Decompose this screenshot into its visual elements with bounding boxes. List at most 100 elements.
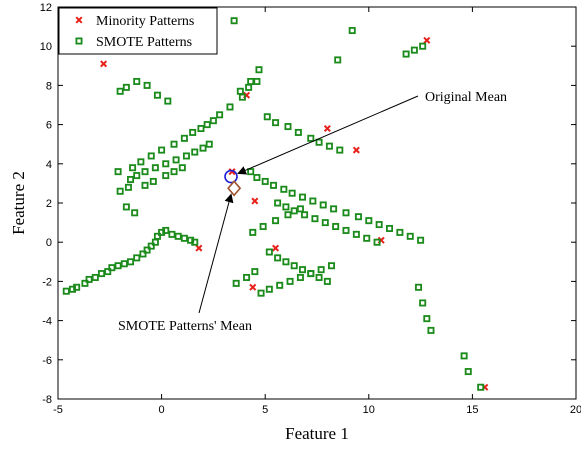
smote-point [272,119,280,127]
smote-point [127,258,135,266]
smote-point [98,270,106,278]
legend-minority-marker-b [75,16,83,24]
smote-point [290,207,298,215]
minority-point-b [100,60,108,68]
smote-point [419,299,427,307]
smote-point [191,238,199,246]
smote-point [298,266,306,274]
smote-point [120,260,128,268]
annotation-arrow-original-mean [237,95,419,175]
smote-point [162,172,170,180]
smote-point [133,254,141,262]
smote-point [336,146,344,154]
smote-point [348,27,356,35]
smote-point [153,232,161,240]
smote-point [315,138,323,146]
smote-point [141,168,149,176]
annotation-original-mean: Original Mean [425,90,507,105]
smote-point [274,199,282,207]
smote-point [296,205,304,213]
smote-point [375,221,383,229]
series-2 [224,169,238,184]
smote-point [203,121,211,129]
smote-point [276,281,284,289]
smote-point [402,50,410,58]
smote-point [62,287,70,295]
smote-point [342,226,350,234]
y-tick-label: 0 [46,237,52,249]
smote-point [245,83,253,91]
smote-point [151,164,159,172]
series-0 [100,36,489,391]
x-tick-label: -5 [53,404,63,416]
y-axis-title: Feature 2 [9,171,28,235]
minority-point-b [323,125,331,133]
y-tick-label: 10 [40,41,52,53]
smote-point [290,262,298,270]
smote-point [124,183,132,191]
minority-point-b [251,197,259,205]
smote-point [261,177,269,185]
smote-point [209,117,217,125]
smote-point [91,273,99,281]
smote-point [251,268,259,276]
smote-point [116,187,124,195]
annotation-smote-mean: SMOTE Patterns' Mean [118,319,252,334]
y-tick-label: 2 [46,198,52,210]
smote-point [415,283,423,291]
smote-point [296,273,304,281]
minority-point-b [228,168,236,176]
smote-mean-point [227,180,242,197]
series-3 [227,180,242,197]
smote-point [410,46,418,54]
y-tick-label: 6 [46,120,52,132]
smote-point [104,268,112,276]
x-tick-label: 10 [363,404,375,416]
y-tick-label: -4 [42,316,52,328]
smote-point [122,203,130,211]
smote-point [272,217,280,225]
data-marks [62,17,489,391]
smote-point [131,209,139,217]
smote-point [280,185,288,193]
smote-point [406,232,414,240]
smote-point [301,211,309,219]
minority-point-b [249,283,257,291]
smote-point [108,264,116,272]
smote-point [386,224,394,232]
smote-point [334,56,342,64]
x-tick-label: 20 [570,404,581,416]
smote-point [265,285,273,293]
smote-point [255,66,263,74]
smote-point [284,123,292,131]
smote-point [170,140,178,148]
smote-point [315,273,323,281]
smote-point [354,213,362,221]
minority-point-b [195,244,203,252]
smote-point [365,217,373,225]
smote-point [307,270,315,278]
smote-point [178,164,186,172]
smote-point [243,273,251,281]
smote-point [423,315,431,323]
smote-point [332,223,340,231]
smote-point [174,232,182,240]
smote-point [419,42,427,50]
smote-point [230,17,238,25]
smote-point [147,152,155,160]
y-tick-label: -8 [42,394,52,406]
smote-point [216,111,224,119]
smote-point [133,172,141,180]
smote-point [122,83,130,91]
smote-point [114,168,122,176]
smote-point [168,230,176,238]
smote-point [396,228,404,236]
smote-point [133,77,141,85]
smote-point [139,250,147,258]
smote-point [85,275,93,283]
x-axis-title: Feature 1 [285,424,349,443]
smote-point [81,279,89,287]
smote-point [363,234,371,242]
y-tick-label: 12 [40,2,52,14]
